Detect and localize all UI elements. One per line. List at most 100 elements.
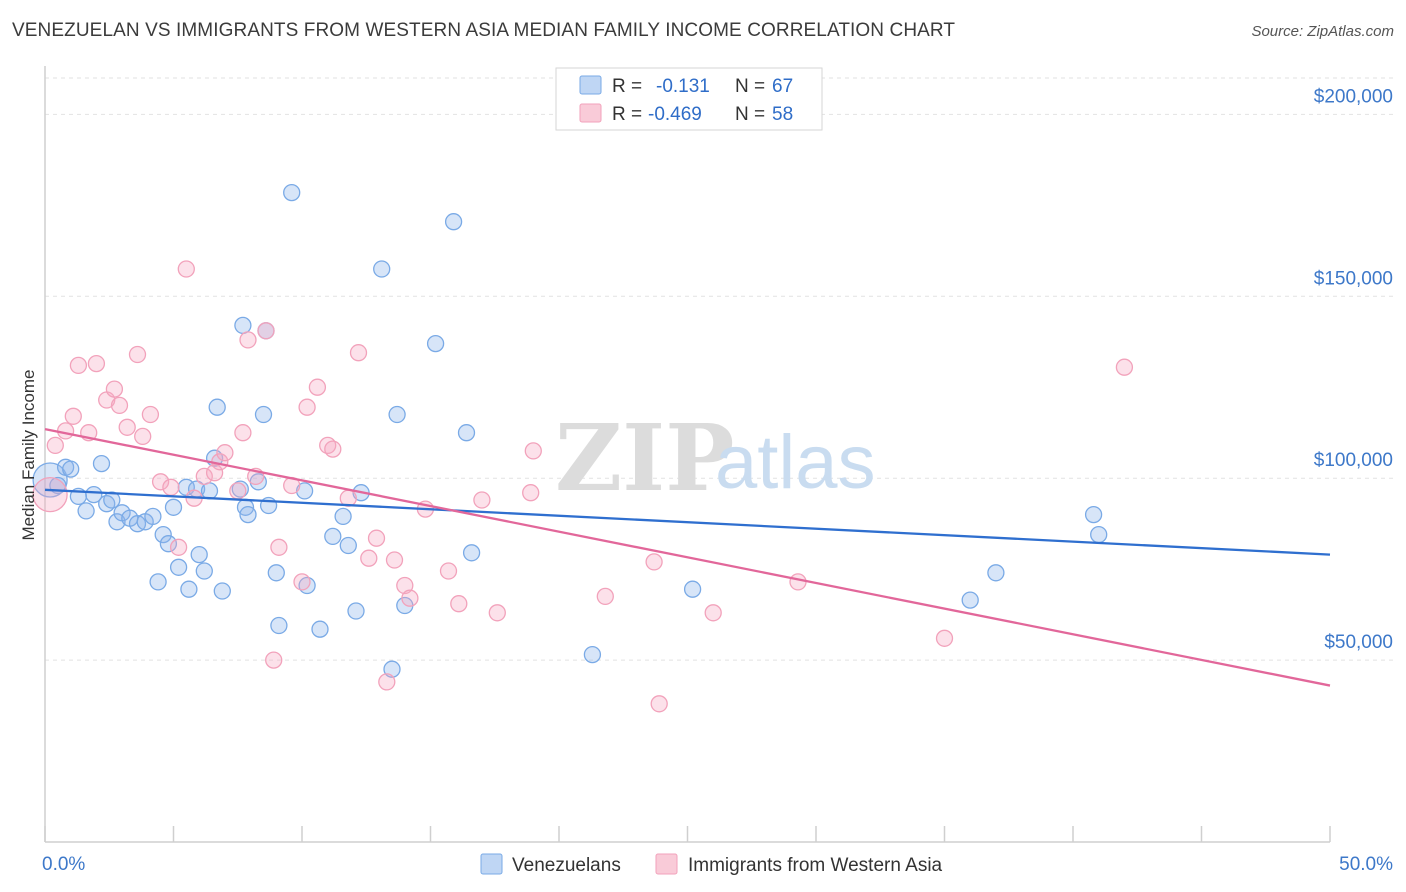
series-western-asia — [32, 260, 1134, 713]
point-western-asia — [195, 467, 213, 486]
point-venezuelans — [987, 564, 1005, 582]
point-venezuelans — [200, 482, 219, 500]
point-venezuelans — [373, 260, 391, 278]
point-western-asia — [367, 529, 386, 547]
point-western-asia — [265, 651, 283, 669]
point-venezuelans — [267, 564, 285, 582]
point-venezuelans — [208, 398, 226, 416]
point-venezuelans — [62, 460, 80, 478]
point-western-asia — [385, 551, 404, 569]
point-western-asia — [522, 484, 540, 502]
grid-lines — [45, 77, 1395, 661]
point-venezuelans — [164, 498, 183, 516]
point-western-asia — [128, 345, 147, 364]
point-western-asia — [524, 442, 542, 460]
point-venezuelans — [583, 645, 602, 664]
point-venezuelans — [77, 502, 95, 520]
point-western-asia — [69, 356, 88, 375]
legend-n-label: N = — [735, 104, 765, 125]
x-tick-label: 0.0% — [42, 854, 85, 875]
point-western-asia — [162, 478, 180, 496]
point-venezuelans — [169, 558, 188, 576]
axes — [44, 66, 1331, 843]
legend-n-value-venezuelans: 67 — [772, 76, 793, 97]
point-western-asia — [488, 604, 506, 622]
y-axis-label: Median Family Income — [19, 369, 38, 540]
point-western-asia — [645, 553, 663, 571]
point-venezuelans — [324, 527, 342, 546]
point-western-asia — [87, 354, 106, 373]
point-western-asia — [216, 444, 234, 462]
point-western-asia — [349, 344, 368, 362]
point-western-asia — [308, 378, 327, 396]
point-venezuelans — [103, 491, 121, 509]
point-venezuelans — [426, 334, 445, 353]
source-label: Source: ZipAtlas.com — [1251, 23, 1394, 40]
point-western-asia — [450, 595, 468, 613]
point-venezuelans — [254, 405, 273, 424]
point-venezuelans — [444, 213, 463, 231]
point-venezuelans — [108, 513, 126, 531]
point-venezuelans — [383, 660, 401, 678]
point-western-asia — [46, 436, 64, 455]
point-western-asia — [64, 407, 82, 425]
point-western-asia — [151, 473, 170, 491]
legend-swatch-venezuelans — [579, 75, 602, 95]
point-venezuelans — [283, 183, 301, 202]
point-western-asia — [134, 427, 152, 446]
point-western-asia — [935, 629, 954, 647]
point-western-asia — [118, 418, 136, 436]
point-western-asia — [298, 398, 316, 416]
point-venezuelans — [683, 580, 702, 598]
point-western-asia — [141, 405, 160, 424]
legend-r-label: R = — [612, 76, 642, 97]
point-western-asia — [324, 440, 342, 458]
point-venezuelans — [190, 545, 208, 564]
point-western-asia — [1115, 358, 1134, 376]
point-venezuelans — [295, 482, 314, 500]
point-western-asia — [439, 562, 458, 580]
point-western-asia — [110, 396, 129, 415]
point-western-asia — [239, 331, 257, 349]
point-venezuelans — [149, 573, 167, 591]
point-venezuelans — [85, 485, 103, 504]
point-western-asia — [32, 476, 68, 513]
point-venezuelans — [270, 616, 288, 635]
legend-r-label: R = — [612, 104, 642, 125]
trend-line-venezuelans — [44, 488, 1331, 556]
y-tick-label: $150,000 — [1314, 268, 1393, 289]
bottom-legend-swatch-western-asia — [655, 853, 678, 875]
point-venezuelans — [144, 507, 162, 526]
watermark: ZIP atlas — [555, 404, 876, 512]
point-western-asia — [169, 538, 188, 556]
point-venezuelans — [239, 505, 257, 524]
point-western-asia — [293, 573, 311, 591]
point-venezuelans — [159, 535, 178, 553]
point-western-asia — [229, 482, 247, 500]
point-venezuelans — [1090, 525, 1108, 544]
trend-lines — [44, 427, 1331, 687]
point-western-asia — [105, 380, 124, 398]
bottom-legend-label-western-asia: Immigrants from Western Asia — [688, 855, 943, 876]
point-venezuelans — [388, 405, 406, 424]
watermark-atlas: atlas — [715, 420, 876, 505]
point-western-asia — [401, 589, 419, 607]
legend-n-value-western-asia: 58 — [772, 104, 793, 125]
point-western-asia — [473, 491, 491, 509]
y-tick-label: $200,000 — [1314, 86, 1393, 107]
point-western-asia — [704, 604, 722, 622]
point-venezuelans — [462, 544, 481, 562]
point-western-asia — [234, 424, 252, 442]
series-venezuelans — [32, 183, 1108, 678]
point-venezuelans — [339, 536, 357, 555]
point-western-asia — [177, 260, 195, 278]
y-tick-labels: $50,000 $100,000 $150,000 $200,000 — [1314, 86, 1393, 653]
bottom-legend-label-venezuelans: Venezuelans — [512, 855, 621, 876]
bottom-legend: Venezuelans Immigrants from Western Asia — [480, 853, 943, 876]
y-tick-label: $100,000 — [1314, 450, 1393, 471]
point-venezuelans — [234, 316, 252, 335]
legend-swatch-western-asia — [579, 103, 602, 123]
point-venezuelans — [213, 582, 231, 600]
point-western-asia — [257, 322, 275, 340]
